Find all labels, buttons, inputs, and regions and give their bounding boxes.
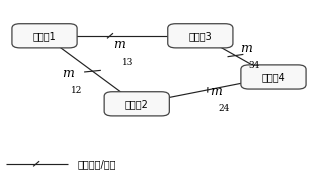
Text: 34: 34	[249, 61, 260, 70]
Text: m: m	[240, 42, 252, 55]
Text: 子系瀇3: 子系瀇3	[189, 31, 212, 41]
Text: 子系瀇1: 子系瀇1	[33, 31, 56, 41]
Text: m: m	[113, 38, 125, 51]
FancyBboxPatch shape	[241, 65, 306, 89]
FancyBboxPatch shape	[168, 24, 233, 48]
Text: 13: 13	[121, 58, 133, 67]
Text: 24: 24	[218, 104, 230, 113]
Text: 子系瀇4: 子系瀇4	[262, 72, 285, 82]
FancyBboxPatch shape	[12, 24, 77, 48]
Text: 12: 12	[71, 86, 82, 95]
Text: 子系瀇2: 子系瀇2	[125, 99, 149, 109]
Text: m: m	[210, 84, 222, 98]
Text: 连接开关/刀闸: 连接开关/刀闸	[78, 159, 116, 169]
Text: m: m	[62, 67, 74, 80]
FancyBboxPatch shape	[104, 92, 169, 116]
